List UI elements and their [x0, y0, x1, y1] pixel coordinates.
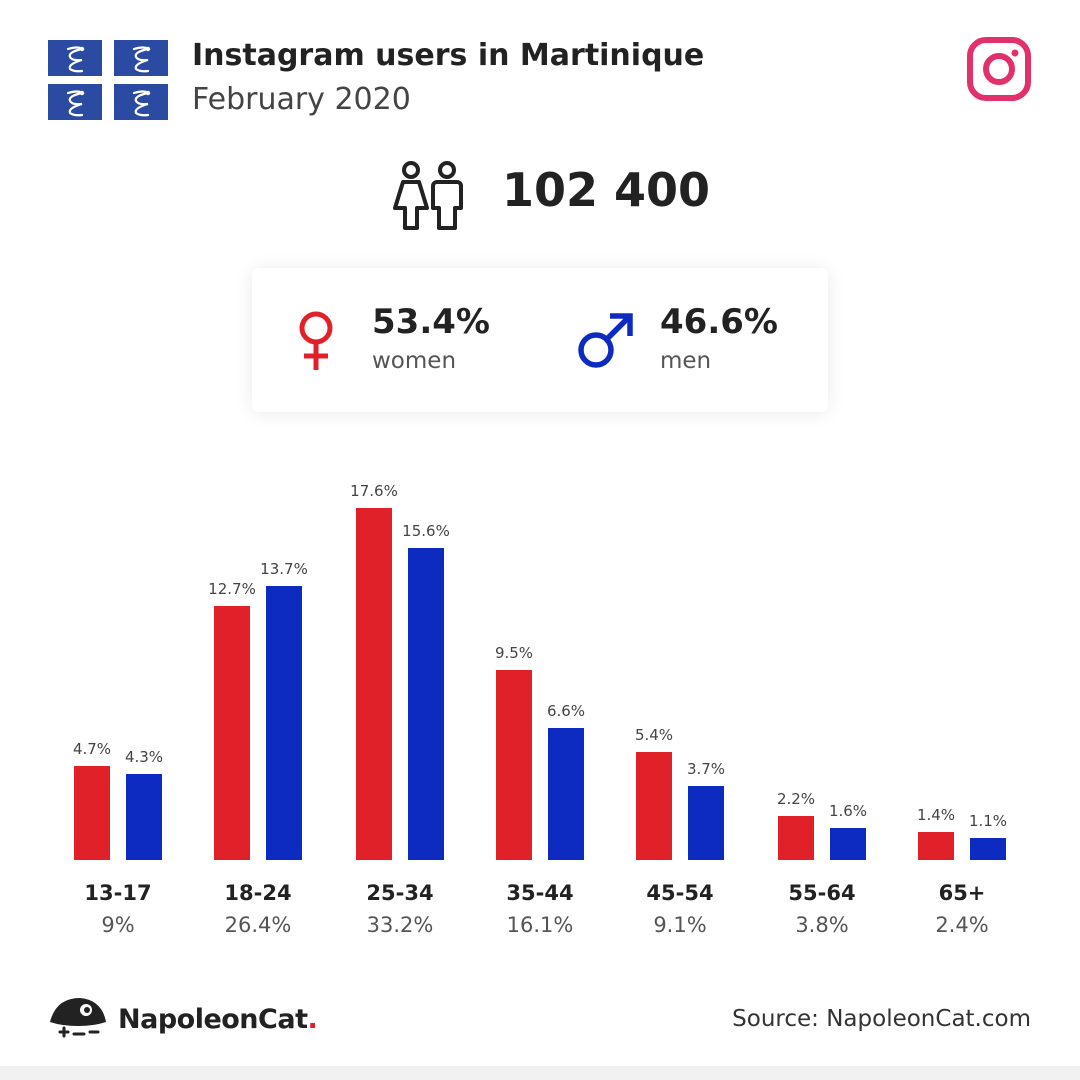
women-percent: 53.4%: [372, 302, 490, 342]
bar-women: [636, 752, 672, 860]
bar-men: [688, 786, 724, 860]
men-label: men: [660, 348, 712, 374]
data-label-men: 3.7%: [687, 760, 725, 778]
bar-women: [496, 670, 532, 860]
flag-group: [48, 40, 168, 120]
users-icon: [393, 161, 463, 230]
page-subtitle: February 2020: [192, 82, 411, 117]
data-label-men: 1.6%: [829, 802, 867, 820]
category-label: 45-54: [646, 881, 713, 905]
instagram-icon[interactable]: [966, 36, 1032, 102]
bar-men: [266, 586, 302, 860]
data-label-men: 15.6%: [402, 522, 450, 540]
brand-dot: .: [307, 1004, 318, 1035]
category-label: 25-34: [366, 881, 433, 905]
bar-women: [74, 766, 110, 860]
category-label: 35-44: [506, 881, 573, 905]
data-label-men: 13.7%: [260, 560, 308, 578]
data-label-women: 1.4%: [917, 806, 955, 824]
age-gender-chart: 4.7% 4.3% 13-17 9% 12.7% 13.7% 18-24 26.4% 17.6%…: [0, 460, 1080, 960]
female-symbol-icon: [299, 311, 333, 370]
martinique-flag-icon: [114, 40, 168, 76]
men-percent: 46.6%: [660, 302, 778, 342]
category-total: 9.1%: [653, 913, 706, 937]
data-label-women: 9.5%: [495, 644, 533, 662]
bar-women: [778, 816, 814, 860]
source-text: Source: NapoleonCat.com: [732, 1006, 1031, 1032]
category-total: 33.2%: [367, 913, 434, 937]
gender-card: 53.4% women 46.6% men: [252, 268, 828, 412]
data-label-women: 5.4%: [635, 726, 673, 744]
category-total: 16.1%: [507, 913, 574, 937]
bar-men: [126, 774, 162, 860]
bar-men: [408, 548, 444, 860]
bottom-strip: [0, 1066, 1080, 1080]
bar-men: [830, 828, 866, 860]
total-users: 102 400: [502, 163, 711, 217]
women-label: women: [372, 348, 457, 374]
data-label-women: 2.2%: [777, 790, 815, 808]
bar-men: [970, 838, 1006, 860]
bar-men: [548, 728, 584, 860]
chart-canvas: 4.7% 4.3% 13-17 9% 12.7%13.7% 18-24 26.4% 17.6%…: [73, 482, 1007, 937]
category-total: 9%: [101, 913, 134, 937]
data-label-men: 6.6%: [547, 702, 585, 720]
category-label: 18-24: [224, 881, 291, 905]
martinique-flag-icon: [114, 84, 168, 120]
brand-name: NapoleonCat.: [118, 1004, 318, 1035]
page-title: Instagram users in Martinique: [192, 38, 705, 73]
category-total: 3.8%: [795, 913, 848, 937]
category-total: 2.4%: [935, 913, 988, 937]
category-total: 26.4%: [225, 913, 292, 937]
data-label-men: 4.3%: [125, 748, 163, 766]
category-label: 65+: [939, 881, 986, 905]
data-label-women: 12.7%: [208, 580, 256, 598]
data-label-women: 17.6%: [350, 482, 398, 500]
martinique-flag-icon: [48, 40, 102, 76]
data-label-women: 4.7%: [73, 740, 111, 758]
data-label-men: 1.1%: [969, 812, 1007, 830]
category-label: 13-17: [84, 881, 151, 905]
brand-name-text: NapoleonCat: [118, 1004, 308, 1035]
napoleoncat-logo-icon: [50, 998, 106, 1038]
bar-women: [356, 508, 392, 860]
bar-women: [918, 832, 954, 860]
male-symbol-icon: [578, 313, 633, 368]
category-label: 55-64: [788, 881, 855, 905]
bar-women: [214, 606, 250, 860]
martinique-flag-icon: [48, 84, 102, 120]
